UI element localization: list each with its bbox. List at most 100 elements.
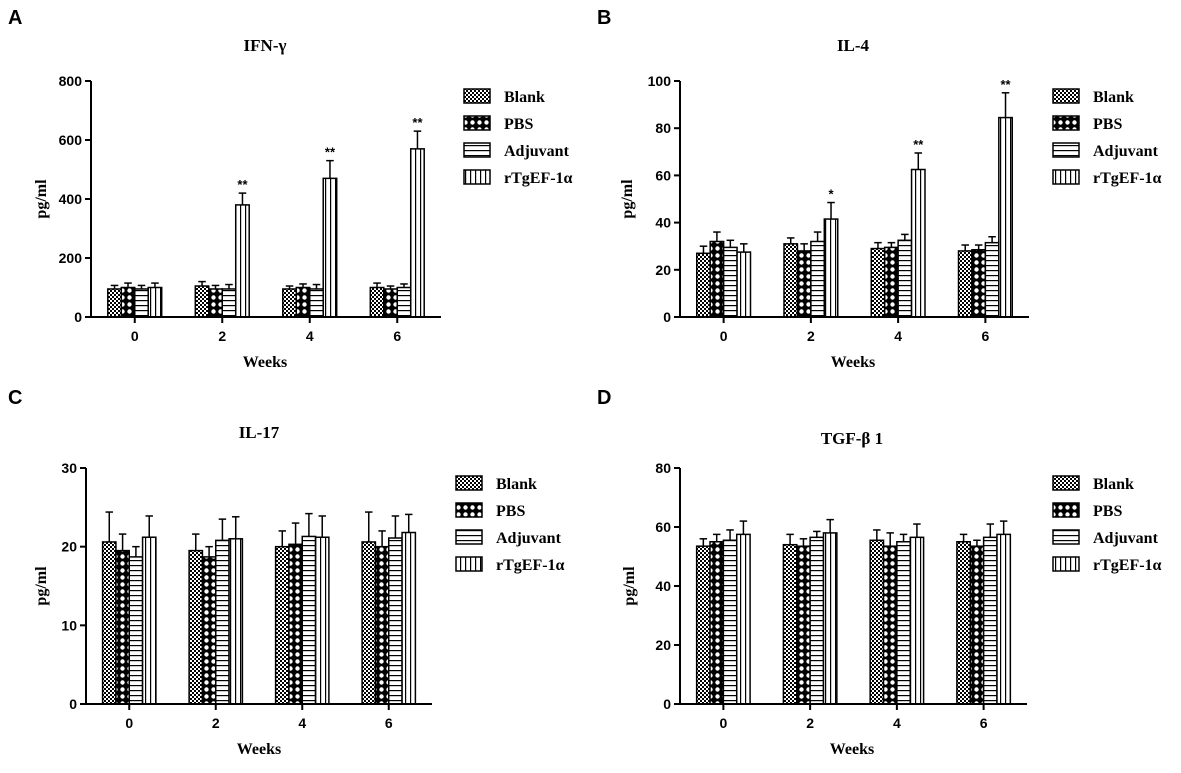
bar (374, 545, 390, 705)
chart-title: IL-17 (239, 423, 280, 442)
y-tick-label: 100 (648, 73, 672, 89)
bar (709, 541, 725, 705)
chart-panel-ifn-gamma: A IFN-γ pg/ml Weeks ** ** ** 0 200 400 600 800 0… (8, 7, 573, 371)
y-axis-label: pg/ml (33, 179, 50, 219)
y-tick-label: 0 (69, 696, 77, 712)
chart-title: IFN-γ (244, 36, 287, 55)
x-tick-label: 0 (720, 328, 728, 344)
chart-panel-tgf-beta-1: D TGF-β 1 pg/ml Weeks 0 20 40 60 80 0 2 4 6 Blan… (597, 387, 1162, 758)
chart-title: TGF-β 1 (821, 429, 883, 448)
y-tick-label: 20 (655, 637, 671, 653)
bar (996, 533, 1012, 705)
y-tick-label: 30 (61, 460, 77, 476)
bar (823, 218, 839, 318)
x-tick-label: 0 (125, 715, 133, 731)
x-tick-label: 4 (298, 715, 306, 731)
x-tick-label: 2 (806, 715, 814, 731)
bar (388, 537, 403, 705)
bar (134, 288, 149, 318)
y-axis-label: pg/ml (621, 566, 638, 606)
legend-label: Blank (496, 476, 537, 493)
bar (796, 545, 811, 705)
x-tick-label: 2 (218, 328, 226, 344)
bar (870, 247, 886, 318)
bar (309, 288, 324, 318)
legend-label: Blank (504, 89, 545, 106)
x-axis-label: Weeks (243, 354, 287, 371)
bar (322, 177, 338, 318)
bar (897, 239, 913, 318)
bar (101, 541, 117, 705)
bar (722, 246, 738, 318)
panel-letter: C (8, 387, 22, 409)
bar (896, 541, 911, 705)
bar (215, 539, 230, 705)
bar (998, 116, 1013, 318)
bar (783, 243, 799, 318)
significance-label: ** (1000, 77, 1011, 92)
legend-swatch (455, 475, 483, 491)
y-tick-label: 20 (61, 539, 77, 555)
bar (208, 288, 223, 318)
legend-swatch (1052, 556, 1080, 572)
bar (274, 545, 290, 705)
bar (409, 148, 425, 318)
bar (401, 531, 417, 705)
bar (735, 533, 751, 705)
bar (188, 549, 204, 705)
plot-area: ** ** ** 0 200 400 600 800 0 2 4 6 (59, 73, 441, 344)
y-tick-label: 0 (74, 309, 82, 325)
bar (120, 286, 136, 318)
bar (361, 541, 377, 705)
y-tick-label: 0 (663, 696, 671, 712)
bar (201, 556, 217, 705)
legend-swatch (1052, 529, 1080, 545)
significance-label: ** (325, 145, 336, 160)
bar (883, 246, 899, 318)
legend-label: rTgEF-1α (1093, 170, 1162, 187)
x-axis-label: Weeks (830, 741, 874, 758)
legend-label: Adjuvant (1093, 530, 1159, 547)
legend-swatch (1052, 502, 1080, 518)
y-tick-label: 0 (663, 309, 671, 325)
bar (695, 545, 711, 705)
x-axis-label: Weeks (237, 741, 281, 758)
bar (147, 286, 163, 318)
legend-label: Adjuvant (496, 530, 562, 547)
legend: Blank PBS Adjuvant rTgEF-1α (455, 475, 565, 574)
bar (982, 536, 998, 705)
legend-label: PBS (496, 503, 525, 520)
legend-label: PBS (1093, 116, 1122, 133)
bar (221, 288, 237, 318)
legend-swatch (463, 169, 491, 185)
bar (969, 545, 985, 705)
legend-label: PBS (504, 116, 533, 133)
legend-swatch (463, 88, 491, 104)
legend: Blank PBS Adjuvant rTgEF-1α (1052, 475, 1162, 574)
y-tick-label: 600 (59, 132, 83, 148)
bar (984, 241, 1000, 318)
bar (782, 543, 798, 705)
significance-label: ** (237, 177, 248, 192)
bar (910, 168, 926, 318)
significance-label: ** (913, 137, 924, 152)
legend-label: Blank (1093, 476, 1134, 493)
bar (396, 286, 412, 318)
bar (383, 288, 398, 318)
x-tick-label: 0 (719, 715, 727, 731)
bar (882, 545, 898, 705)
y-tick-label: 10 (61, 617, 77, 633)
bar (736, 251, 752, 318)
chart-panel-il-17: C IL-17 pg/ml Weeks 0 10 20 30 0 2 4 6 Blank PBS… (8, 387, 565, 758)
legend: Blank PBS Adjuvant rTgEF-1α (463, 88, 573, 187)
bar (722, 539, 738, 705)
legend-swatch (463, 115, 491, 131)
legend-swatch (1052, 115, 1080, 131)
bar (301, 535, 317, 705)
bar (234, 204, 250, 318)
legend-swatch (1052, 475, 1080, 491)
panel-letter: A (8, 7, 22, 29)
plot-area: 0 20 40 60 80 0 2 4 6 (655, 460, 1027, 731)
y-tick-label: 200 (59, 250, 83, 266)
y-axis-label: pg/ml (619, 179, 636, 219)
